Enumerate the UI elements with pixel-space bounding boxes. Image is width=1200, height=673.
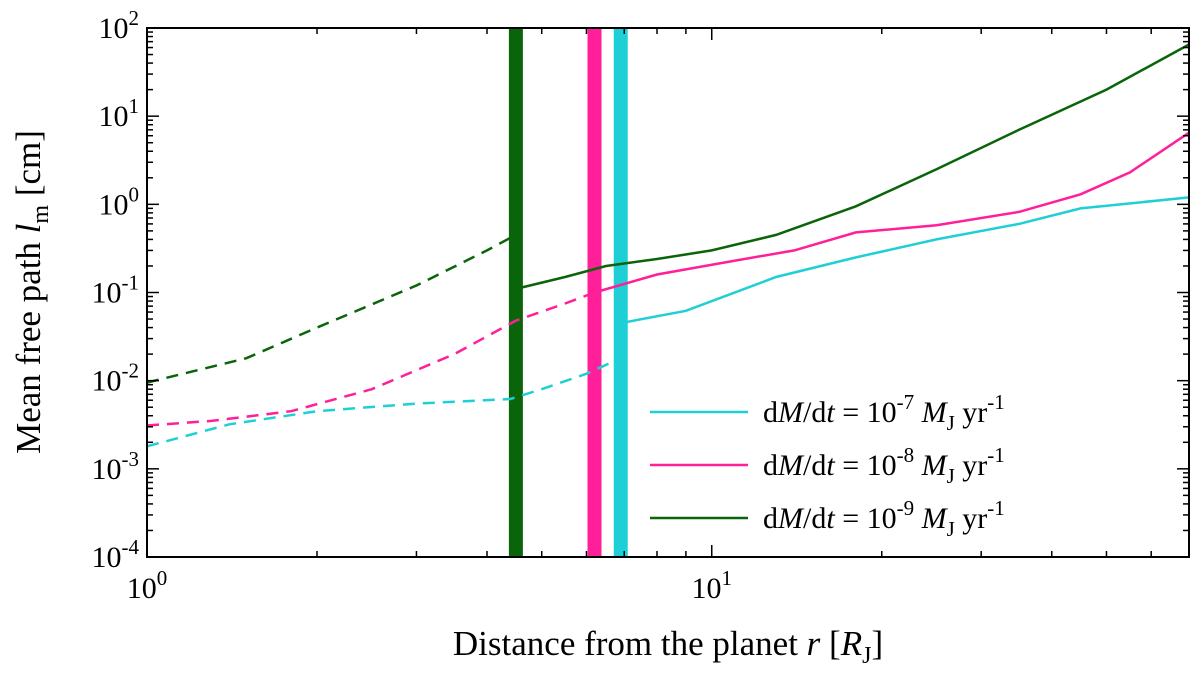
y-tick-label: 10-1 xyxy=(92,271,140,310)
solid-line-rate-1e-8 xyxy=(594,131,1190,294)
dashed-line-rate-1e-9 xyxy=(146,233,517,384)
legend-label-rate-1e-7: dM/dt = 10-7 MJ yr-1 xyxy=(763,390,1005,435)
axis-ticks xyxy=(146,27,1190,558)
dashed-line-rate-1e-8 xyxy=(146,291,595,427)
y-tick-label: 100 xyxy=(99,182,140,221)
y-axis-label: Mean free path lm [cm] xyxy=(9,130,54,454)
legend: dM/dt = 10-7 MJ yr-1 dM/dt = 10-8 MJ yr-1… xyxy=(650,390,1005,541)
y-tick-label: 102 xyxy=(99,6,140,45)
y-tick-label: 101 xyxy=(99,94,140,133)
x-tick-label: 101 xyxy=(691,566,732,605)
legend-label-rate-1e-8: dM/dt = 10-8 MJ yr-1 xyxy=(763,443,1005,488)
series-lines xyxy=(146,43,1190,448)
legend-label-rate-1e-9: dM/dt = 10-9 MJ yr-1 xyxy=(763,496,1005,541)
tick-labels: 10-4 10-3 10-2 10-1 100 101 102 100 101 xyxy=(92,6,732,605)
plot-frame xyxy=(146,27,1190,558)
x-axis-label: Distance from the planet r [RJ] xyxy=(453,624,883,669)
dashed-line-rate-1e-7 xyxy=(146,357,622,448)
solid-line-rate-1e-9 xyxy=(515,43,1190,291)
boundary-bars xyxy=(508,28,628,557)
y-tick-label: 10-2 xyxy=(92,359,140,398)
y-tick-label: 10-4 xyxy=(92,535,140,574)
x-tick-label: 100 xyxy=(127,566,168,605)
solid-line-rate-1e-7 xyxy=(620,196,1190,325)
y-tick-label: 10-3 xyxy=(92,447,140,486)
